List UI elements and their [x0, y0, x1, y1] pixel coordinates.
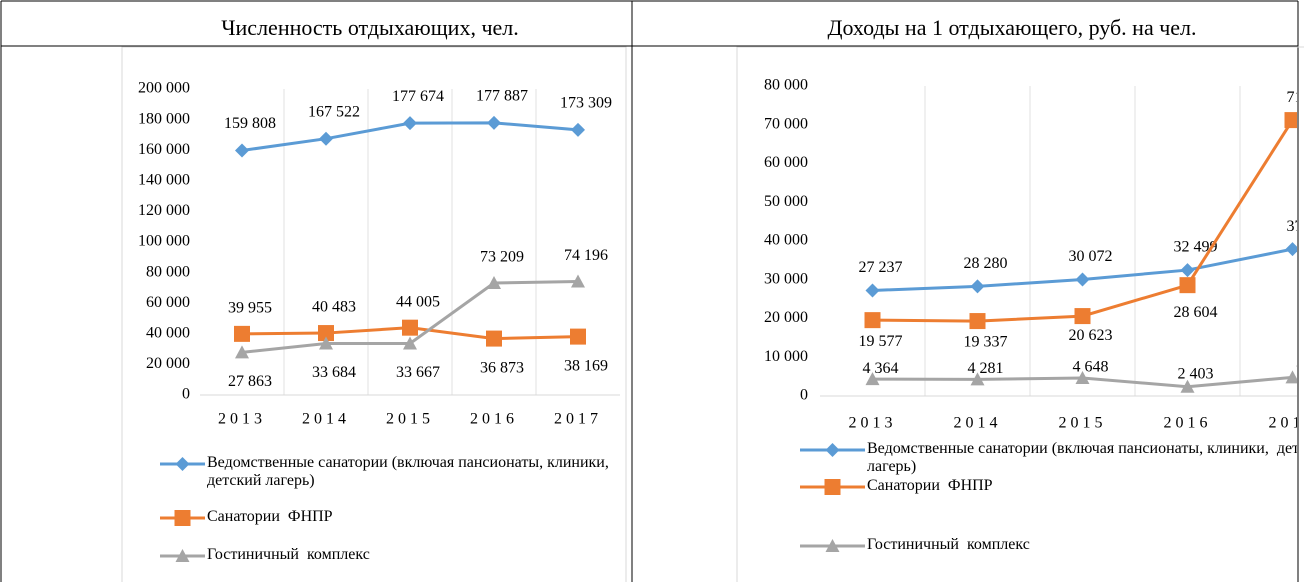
y-tick-label: 20 000: [764, 309, 808, 326]
point: [175, 510, 191, 526]
series-line: [873, 120, 1293, 321]
data-label: 2 403: [1178, 365, 1214, 382]
x-tick-label: 2015: [386, 411, 434, 428]
x-tick-label: 2013: [218, 411, 266, 428]
legend-label: Санатории ФНПР: [207, 508, 627, 526]
legend-entry: Санатории ФНПР: [207, 508, 627, 548]
y-tick-label: 100 000: [138, 233, 190, 250]
legend-label: Ведомственные санатории (включая пансион…: [867, 440, 1304, 476]
x-tick-label: 2016: [1164, 415, 1212, 432]
y-tick-label: 30 000: [764, 270, 808, 287]
data-label: 37 9: [1287, 218, 1304, 235]
y-tick-label: 50 000: [764, 193, 808, 210]
y-tick-label: 0: [800, 387, 808, 404]
y-tick-label: 60 000: [764, 154, 808, 171]
point: [235, 143, 249, 157]
point: [571, 123, 585, 137]
data-label: 20 623: [1069, 327, 1113, 344]
data-label: 27 237: [859, 259, 903, 276]
point: [487, 116, 501, 130]
legend-entry: Ведомственные санатории (включая пансион…: [867, 440, 1304, 480]
legend-label: Ведомственные санатории (включая пансион…: [207, 454, 627, 490]
point: [1180, 277, 1196, 293]
data-label: 173 309: [560, 95, 612, 112]
data-label: 74 196: [564, 247, 608, 264]
y-tick-label: 20 000: [146, 355, 190, 372]
y-tick-label: 180 000: [138, 110, 190, 127]
point: [176, 457, 190, 471]
data-label: 19 337: [964, 334, 1008, 351]
data-label: 159 808: [224, 115, 276, 132]
legend-entry: Санатории ФНПР: [867, 477, 1304, 517]
point: [402, 320, 418, 336]
point: [1286, 242, 1300, 256]
data-label: 73 209: [480, 249, 524, 266]
legend-entry: Гостиничный комплекс: [867, 536, 1304, 576]
x-tick-label: 2016: [470, 411, 518, 428]
legend-entry: Ведомственные санатории (включая пансион…: [207, 454, 627, 494]
y-tick-label: 60 000: [146, 294, 190, 311]
data-label: 33 684: [312, 364, 356, 381]
data-label: 38 169: [564, 357, 608, 374]
y-tick-label: 140 000: [138, 171, 190, 188]
x-tick-label: 2015: [1059, 415, 1107, 432]
point: [826, 443, 840, 457]
data-label: 4 281: [968, 360, 1004, 377]
data-label: 167 522: [308, 103, 360, 120]
chart-title: Численность отдыхающих, чел.: [221, 15, 519, 40]
legend-label: Гостиничный комплекс: [867, 536, 1304, 554]
point: [865, 312, 881, 328]
x-tick-label: 2014: [954, 415, 1002, 432]
point: [1075, 308, 1091, 324]
data-label: 28 604: [1174, 304, 1218, 321]
y-tick-label: 40 000: [764, 232, 808, 249]
legend-entry: Гостиничный комплекс: [207, 546, 627, 582]
point: [319, 132, 333, 146]
data-label: 27 863: [228, 373, 272, 390]
data-label: 4 364: [863, 360, 899, 377]
data-label: 177 887: [476, 88, 528, 105]
y-tick-label: 40 000: [146, 324, 190, 341]
y-tick-label: 80 000: [146, 263, 190, 280]
x-tick-label: 2017: [554, 411, 602, 428]
chart-title: Доходы на 1 отдыхающего, руб. на чел.: [827, 15, 1196, 40]
y-tick-label: 10 000: [764, 348, 808, 365]
chart: 0 20 000 40 000 60 000 80 000 100 000 120 000 1…: [138, 80, 627, 582]
legend-label: Гостиничный комплекс: [207, 546, 627, 564]
y-tick-label: 80 000: [764, 77, 808, 94]
y-tick-label: 120 000: [138, 202, 190, 219]
y-tick-label: 70 000: [764, 115, 808, 132]
x-tick-label: 2014: [302, 411, 350, 428]
point: [234, 326, 250, 342]
data-label: 33 667: [396, 364, 440, 381]
legend-label: Санатории ФНПР: [867, 477, 1304, 495]
point: [570, 329, 586, 345]
y-tick-label: 160 000: [138, 141, 190, 158]
point: [403, 116, 417, 130]
data-label: 40 483: [312, 299, 356, 316]
data-label: 19 577: [859, 333, 903, 350]
y-tick-label: 0: [182, 386, 190, 403]
data-label: 71 2: [1287, 89, 1304, 106]
data-label: 36 873: [480, 359, 524, 376]
data-label: 39 955: [228, 300, 272, 317]
data-label: 28 280: [964, 255, 1008, 272]
point: [486, 331, 502, 347]
y-tick-label: 200 000: [138, 80, 190, 97]
data-label: 4 648: [1073, 359, 1109, 376]
x-tick-label: 2017: [1269, 415, 1304, 432]
point: [866, 283, 880, 297]
point: [1076, 272, 1090, 286]
point: [970, 313, 986, 329]
data-label: 30 072: [1069, 248, 1113, 265]
point: [971, 279, 985, 293]
data-label: 44 005: [396, 293, 440, 310]
x-tick-label: 2013: [849, 415, 897, 432]
point: [825, 479, 841, 495]
data-label: 177 674: [392, 88, 444, 105]
chart: 0 10 000 20 000 30 000 40 000 50 000 60 000 70 …: [764, 77, 1304, 576]
